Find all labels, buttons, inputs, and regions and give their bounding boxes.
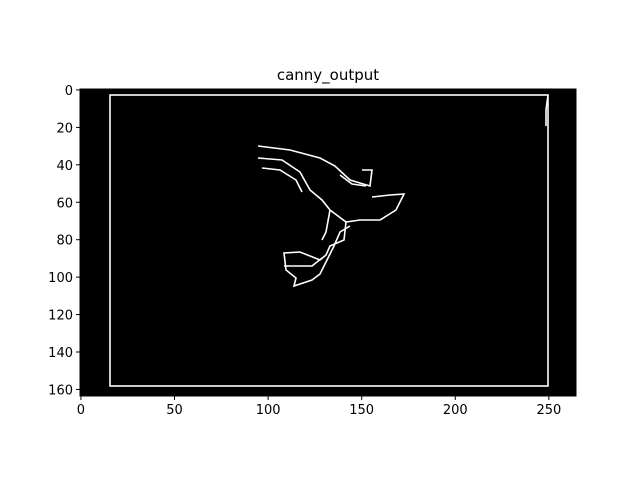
y-tick-label: 140 — [48, 346, 73, 361]
y-tick-label: 20 — [56, 121, 73, 136]
edge — [261, 167, 303, 193]
edges — [109, 94, 549, 387]
x-tick-label: 100 — [256, 403, 281, 418]
edge — [257, 145, 373, 188]
edge — [321, 209, 331, 241]
y-tick-label: 120 — [48, 309, 73, 324]
y-tick-label: 0 — [65, 84, 73, 99]
x-tick-label: 50 — [166, 403, 183, 418]
x-tick-label: 200 — [443, 403, 468, 418]
chart-title: canny_output — [277, 66, 379, 85]
y-tick-label: 160 — [48, 383, 73, 398]
edge — [283, 221, 351, 288]
edge — [284, 257, 323, 267]
x-tick-label: 150 — [349, 403, 374, 418]
edge — [339, 174, 367, 187]
y-tick-label: 100 — [48, 271, 73, 286]
image — [80, 89, 576, 396]
y-tick-label: 40 — [56, 159, 73, 174]
y-tick-label: 80 — [56, 234, 73, 249]
y-tick-label: 60 — [56, 196, 73, 211]
x-tick-label: 250 — [536, 403, 561, 418]
axes-frame — [79, 88, 577, 397]
edge-border — [109, 94, 549, 387]
x-tick-label: 0 — [77, 403, 85, 418]
edge — [257, 157, 406, 223]
edge — [545, 94, 549, 126]
